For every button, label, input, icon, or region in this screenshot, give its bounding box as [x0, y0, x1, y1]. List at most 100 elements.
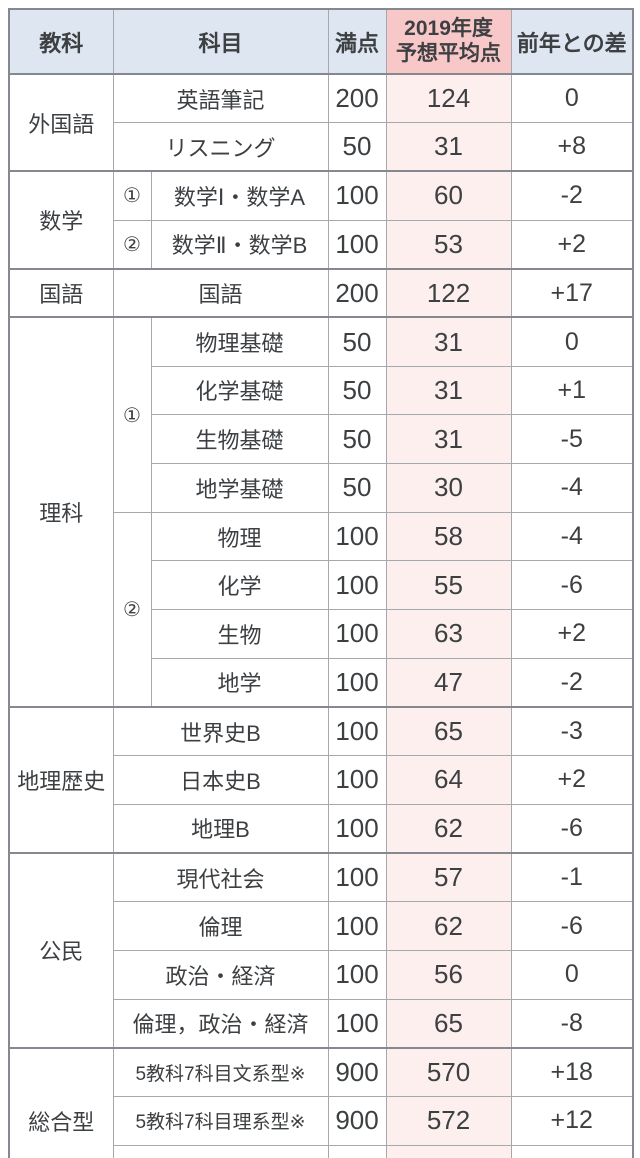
- subject-cell: 英語筆記: [112, 73, 329, 124]
- diff-cell: -6: [510, 901, 634, 951]
- diff-cell: 0: [510, 316, 634, 367]
- table-row: 5教科7科目理系型※ 900 572 +12: [9, 1095, 634, 1146]
- subject-cell: リスニング: [112, 122, 329, 172]
- full-score-cell: 100: [327, 609, 387, 659]
- full-score-cell: 100: [327, 511, 387, 562]
- table-row: ② 数学Ⅱ・数学B 100 53 +2: [9, 219, 634, 270]
- table-row: リスニング 50 31 +8: [9, 122, 634, 172]
- diff-cell: 0: [510, 949, 634, 1000]
- full-score-cell: 100: [327, 852, 387, 903]
- table-row-partial: [9, 1144, 634, 1158]
- header-diff-prev-year: 前年との差: [510, 8, 634, 75]
- avg-cell: 56: [385, 949, 512, 1000]
- full-score-cell: 900: [327, 1095, 387, 1146]
- avg-cell: 57: [385, 852, 512, 903]
- full-score-cell: 100: [327, 657, 387, 708]
- subject-cell: 地学: [150, 657, 329, 708]
- diff-cell: +2: [510, 609, 634, 659]
- avg-cell: 122: [385, 267, 512, 318]
- subject-cell: 世界史B: [112, 705, 329, 757]
- full-score-cell: 100: [327, 219, 387, 270]
- diff-cell: -6: [510, 803, 634, 854]
- diff-cell: +8: [510, 122, 634, 172]
- table-row: ② 物理 100 58 -4: [9, 511, 634, 708]
- subject-cell: 物理基礎: [150, 316, 329, 367]
- avg-cell: 65: [385, 705, 512, 757]
- group-cell-foreign-language: 外国語: [8, 73, 114, 172]
- subject-cell: 5教科7科目文系型※: [112, 1046, 329, 1097]
- table-row: 理科 ① 物理基礎 50 31 0: [8, 316, 634, 708]
- avg-cell: 47: [385, 657, 512, 708]
- avg-cell: 64: [385, 755, 512, 805]
- full-score-cell: 100: [327, 803, 387, 854]
- avg-cell: 55: [385, 560, 512, 611]
- diff-cell: +17: [510, 267, 634, 318]
- full-score-cell: 100: [327, 901, 387, 951]
- avg-cell: 31: [385, 122, 512, 172]
- subject-cell: 化学: [150, 560, 329, 611]
- full-score-cell: 50: [327, 414, 387, 464]
- avg-cell: 58: [385, 511, 512, 562]
- group-cell-japanese: 国語: [8, 267, 114, 318]
- diff-cell: -4: [510, 463, 634, 513]
- diff-cell: 0: [510, 73, 634, 124]
- avg-cell: 570: [385, 1046, 512, 1097]
- full-score-cell: 100: [327, 560, 387, 611]
- subgroup-cell-1: ①: [112, 170, 152, 221]
- table-row: 地理B 100 62 -6: [9, 803, 634, 854]
- diff-cell: -2: [510, 657, 634, 708]
- avg-cell: 63: [385, 609, 512, 659]
- table-row: 地理歴史 世界史B 100 65 -3: [8, 705, 634, 854]
- diff-cell: -6: [510, 560, 634, 611]
- avg-cell: [385, 1144, 512, 1158]
- table-row: 日本史B 100 64 +2: [9, 755, 634, 805]
- diff-cell: -3: [510, 705, 634, 757]
- diff-cell: +18: [510, 1046, 634, 1097]
- avg-cell: 60: [385, 170, 512, 221]
- subject-cell: 政治・経済: [112, 949, 329, 1000]
- avg-cell: 53: [385, 219, 512, 270]
- table-row: 化学基礎 50 31 +1: [9, 365, 634, 416]
- avg-cell: 30: [385, 463, 512, 513]
- subject-cell: 地学基礎: [150, 463, 329, 513]
- subject-cell: 生物基礎: [150, 414, 329, 464]
- group-cell-civics: 公民: [8, 852, 114, 1049]
- header-row: 教科 科目 満点 2019年度 予想平均点 前年との差: [8, 8, 634, 75]
- full-score-cell: 50: [327, 463, 387, 513]
- subgroup-cell-2: ②: [112, 511, 152, 708]
- full-score-cell: 200: [327, 267, 387, 318]
- avg-cell: 124: [385, 73, 512, 124]
- subject-cell: 5教科7科目理系型※: [112, 1095, 329, 1146]
- diff-cell: -8: [510, 998, 634, 1049]
- avg-cell: 31: [385, 414, 512, 464]
- subgroup-cell-1: ①: [112, 316, 152, 513]
- table-row: 政治・経済 100 56 0: [9, 949, 634, 1000]
- subject-cell: [112, 1144, 329, 1158]
- subject-cell: 数学Ⅰ・数学A: [150, 170, 329, 221]
- diff-cell: +12: [510, 1095, 634, 1146]
- table-row: 地学基礎 50 30 -4: [9, 463, 634, 513]
- header-predicted-average-line1: 2019年度: [404, 16, 493, 40]
- table-row: 公民 現代社会 100 57 -1: [8, 852, 634, 1049]
- table-row: 国語 国語 200 122 +17: [8, 267, 634, 318]
- header-predicted-average: 2019年度 予想平均点: [385, 8, 512, 75]
- header-full-score: 満点: [327, 8, 387, 75]
- full-score-cell: 100: [327, 949, 387, 1000]
- table-row: 生物 100 63 +2: [9, 609, 634, 659]
- full-score-cell: 900: [327, 1046, 387, 1097]
- score-table: 教科 科目 満点 2019年度 予想平均点 前年との差 外国語 英語筆記 200…: [8, 8, 635, 1158]
- subject-cell: 倫理: [112, 901, 329, 951]
- avg-cell: 572: [385, 1095, 512, 1146]
- header-subject: 科目: [112, 8, 329, 75]
- avg-cell: 62: [385, 901, 512, 951]
- table-row: 生物基礎 50 31 -5: [9, 414, 634, 464]
- full-score-cell: 100: [327, 998, 387, 1049]
- avg-cell: 62: [385, 803, 512, 854]
- avg-cell: 65: [385, 998, 512, 1049]
- diff-cell: +1: [510, 365, 634, 416]
- full-score-cell: 200: [327, 73, 387, 124]
- subject-cell: 国語: [112, 267, 329, 318]
- diff-cell: +2: [510, 219, 634, 270]
- subject-cell: 日本史B: [112, 755, 329, 805]
